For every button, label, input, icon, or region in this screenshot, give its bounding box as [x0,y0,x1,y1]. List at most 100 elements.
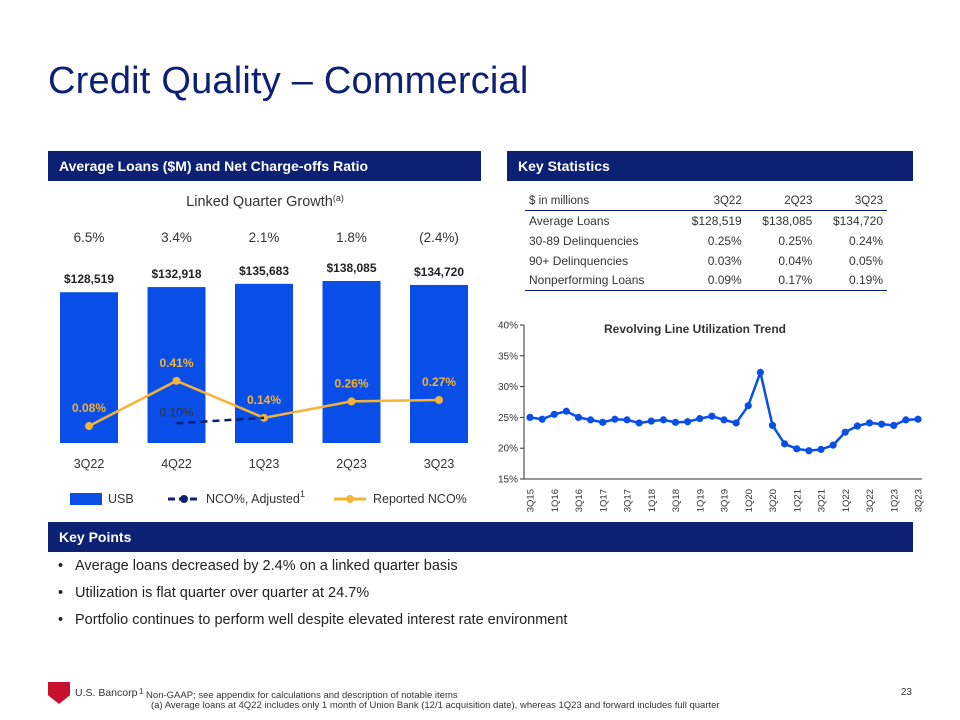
footnote-a: (a) Average loans at 4Q22 includes only … [151,700,720,711]
utilization-point [756,368,764,377]
row-label: Average Loans [529,213,610,228]
table-cell: 0.25% [778,233,813,248]
adjusted-nco-label: 0.10% [159,405,193,419]
utilization-point [623,416,631,424]
y-tick-label: 30% [498,382,518,393]
x-tick-label: 3Q20 [768,489,779,512]
column-header: $ in millions [525,193,676,211]
table-row: Nonperforming Loans 0.09% 0.17% 0.19% [525,270,887,291]
x-tick-label: 3Q16 [574,489,585,512]
table-cell: 0.24% [848,233,883,248]
utilization-point [829,441,837,449]
key-point-text: Average loans decreased by 2.4% on a lin… [75,558,458,574]
y-tick-label: 40% [498,321,518,332]
reported-nco-label: 0.27% [422,375,456,389]
reported-nco-point [85,422,93,431]
utilization-point [817,445,825,454]
reported-nco-label: 0.26% [334,376,368,390]
x-tick-label: 3Q21 [817,489,828,512]
x-tick-label: 3Q15 [526,489,537,512]
legend-usb-label: USB [108,492,134,506]
utilization-chart-title: Revolving Line Utilization Trend [604,322,786,336]
reported-nco-point [435,396,443,405]
shield-icon [48,682,70,704]
utilization-point [550,410,558,418]
bullet-icon: • [58,585,64,601]
footnote-1: 1 Non-GAAP; see appendix for calculation… [139,687,458,701]
growth-label: (2.4%) [419,230,459,245]
utilization-point [635,419,643,427]
utilization-point [708,412,716,420]
bullet-icon: • [58,612,64,628]
row-label: 90+ Delinquencies [529,253,629,268]
x-tick-label: 3Q23 [914,489,925,512]
bar-value-label: $128,519 [64,272,114,286]
table-row: 30-89 Delinquencies 0.25% 0.25% 0.24% [525,231,887,251]
key-points-list: • Average loans decreased by 2.4% on a li… [58,556,567,637]
reported-nco-label: 0.14% [247,393,281,407]
logo-text: U.S. Bancorp [75,687,138,699]
reported-nco-point [172,376,181,385]
bar-usb [410,284,468,443]
loans-nco-chart: Linked Quarter Growth(a) 6.5% 3.4% 2.1% 1.8… [60,193,468,506]
x-tick-label: 3Q22 [74,457,105,471]
utilization-point [914,415,922,423]
bar-value-label: $135,683 [239,264,289,278]
x-tick-label: 4Q22 [161,457,192,471]
utilization-point [853,422,861,430]
x-tick-label: 1Q23 [249,457,280,471]
growth-label: 3.4% [161,230,192,245]
growth-title: Linked Quarter Growth(a) [186,193,344,210]
utilization-point [599,418,607,426]
reported-nco-label: 0.08% [72,401,106,415]
footnote-marker: 1 [139,687,144,696]
table-cell: $138,085 [762,213,813,228]
x-tick-label: 3Q18 [671,489,682,512]
x-tick-label: 1Q18 [647,489,658,512]
y-tick-label: 25% [498,413,518,424]
utilization-point [587,416,595,424]
reported-nco-label: 0.41% [159,356,193,370]
table-cell: 0.05% [848,253,883,268]
key-point-text: Portfolio continues to perform well desp… [75,612,568,628]
x-tick-label: 1Q16 [550,489,561,512]
growth-label: 6.5% [74,230,105,245]
growth-title-superscript: (a) [333,193,344,203]
utilization-point [768,421,777,430]
table-cell: $134,720 [832,213,883,228]
x-tick-label: 3Q19 [720,489,731,512]
table-cell: 0.25% [707,233,742,248]
list-item: • Portfolio continues to perform well des… [58,610,567,637]
utilization-point [720,416,728,424]
utilization-point [538,415,546,423]
growth-label: 2.1% [249,230,280,245]
utilization-point [865,419,874,427]
utilization-point [684,418,692,426]
legend-usb-swatch [70,493,102,505]
legend-adjusted-label: NCO%, Adjusted [206,492,300,506]
key-points-header: Key Points [48,522,913,552]
x-tick-label: 1Q19 [695,489,706,512]
utilization-point [562,407,570,415]
utilization-point [902,416,910,424]
x-tick-label: 3Q22 [865,489,876,512]
y-tick-label: 15% [498,475,518,486]
legend-adjusted-superscript: 1 [300,489,305,499]
growth-label: 1.8% [336,230,367,245]
page-number: 23 [900,687,912,698]
list-item: • Utilization is flat quarter over quarte… [58,583,567,610]
bar-usb [322,281,381,443]
key-statistics-table: $ in millions 3Q22 2Q23 3Q23 Average Loa… [525,193,887,291]
table-cell: $128,519 [691,213,742,228]
legend-reported-label: Reported NCO% [373,492,467,506]
x-tick-label: 1Q22 [841,489,852,512]
utilization-line [529,368,919,452]
y-tick-label: 20% [498,444,518,455]
table-cell: 0.17% [745,270,817,291]
utilization-point [841,428,849,436]
utilization-point [696,415,704,423]
column-header: 3Q23 [816,193,887,211]
reported-nco-point [347,397,356,406]
utilization-point [647,417,655,425]
